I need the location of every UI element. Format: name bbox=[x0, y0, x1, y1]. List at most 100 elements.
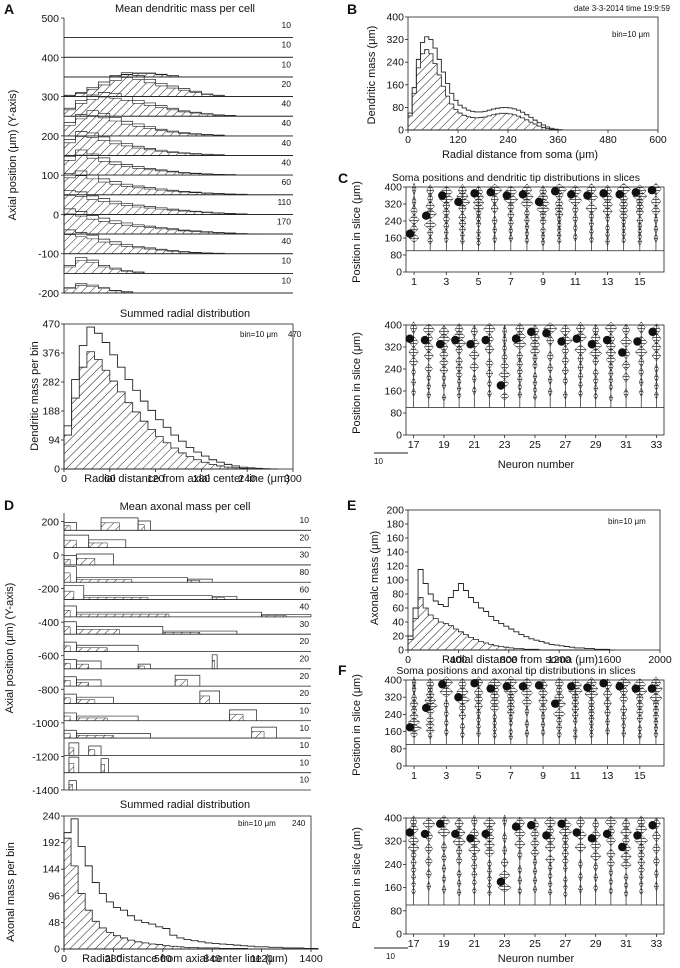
tip-distribution-marker bbox=[508, 718, 514, 728]
tip-distribution-marker bbox=[469, 361, 480, 373]
row-outline bbox=[64, 72, 293, 78]
tip-distribution-marker bbox=[620, 859, 632, 870]
y-tick-label: 300 bbox=[41, 92, 59, 104]
row-hatched-fill bbox=[137, 665, 145, 670]
soma-marker bbox=[405, 723, 415, 732]
tip-distribution-marker bbox=[636, 713, 643, 724]
soma-marker bbox=[438, 680, 447, 689]
soma-marker bbox=[421, 211, 431, 220]
tip-distribution-marker bbox=[593, 391, 598, 401]
tip-distribution-marker bbox=[484, 839, 495, 851]
row-scale-label: 80 bbox=[300, 567, 310, 577]
x-tick-label: 600 bbox=[649, 134, 667, 146]
tip-distribution-marker bbox=[508, 225, 514, 236]
tip-distribution-marker bbox=[487, 388, 492, 399]
tip-distribution-marker bbox=[530, 837, 540, 850]
tip-distribution-marker bbox=[562, 375, 569, 386]
row-scale-label: 40 bbox=[282, 236, 292, 246]
y-tick-label: 188 bbox=[42, 406, 60, 418]
tip-distribution-marker bbox=[589, 234, 594, 245]
y-tick-label: 20 bbox=[392, 631, 404, 643]
tip-distribution-marker bbox=[492, 718, 497, 728]
tip-distribution-marker bbox=[653, 223, 659, 235]
tip-distribution-marker bbox=[524, 705, 530, 718]
tip-distribution-marker bbox=[540, 719, 546, 730]
soma-marker bbox=[587, 340, 597, 349]
tip-distribution-marker bbox=[578, 858, 583, 870]
row-hatched-fill bbox=[76, 735, 114, 739]
y-tick-label: 0 bbox=[54, 464, 60, 476]
tip-distribution-marker bbox=[517, 849, 523, 861]
soma-marker bbox=[550, 699, 560, 708]
tip-distribution-marker bbox=[578, 883, 583, 895]
tip-distribution-marker bbox=[623, 880, 629, 890]
tip-distribution-marker bbox=[475, 219, 482, 229]
tip-distribution-marker bbox=[476, 721, 481, 732]
row-hatched-fill bbox=[76, 579, 133, 583]
tip-distribution-marker bbox=[652, 855, 660, 867]
tip-distribution-marker bbox=[524, 214, 530, 226]
tip-distribution-marker bbox=[540, 711, 546, 723]
soma-marker bbox=[527, 821, 536, 830]
tip-distribution-marker bbox=[476, 239, 481, 247]
tip-distribution-marker bbox=[492, 731, 497, 740]
soma-marker bbox=[587, 834, 597, 843]
soma-marker bbox=[511, 822, 521, 831]
tip-distribution-marker bbox=[623, 889, 629, 898]
soma-marker bbox=[454, 693, 463, 702]
x-tick-label: 3 bbox=[443, 770, 449, 782]
tip-distribution-marker bbox=[516, 358, 524, 370]
tip-distribution-marker bbox=[458, 710, 467, 721]
soma-marker bbox=[454, 197, 463, 207]
x-tick-label: 0 bbox=[405, 134, 411, 146]
tip-distribution-marker bbox=[545, 854, 555, 865]
tip-distribution-marker bbox=[547, 879, 553, 889]
y-tick-label: 80 bbox=[390, 905, 402, 917]
tip-distribution-marker bbox=[437, 826, 451, 839]
y-tick-label: 160 bbox=[384, 233, 402, 245]
tip-distribution-marker bbox=[575, 321, 586, 335]
tip-distribution-marker bbox=[603, 687, 613, 701]
row-scale-label: 30 bbox=[300, 619, 310, 629]
row-scale-label: 40 bbox=[282, 158, 292, 168]
tip-distribution-marker bbox=[441, 862, 447, 874]
tip-distribution-marker bbox=[490, 193, 499, 206]
x-tick-label: 15 bbox=[634, 770, 646, 782]
tip-distribution-marker bbox=[472, 385, 477, 396]
chart-title: Soma positions and axonal tip distributi… bbox=[396, 665, 635, 677]
tip-distribution-marker bbox=[654, 868, 659, 880]
soma-marker bbox=[466, 834, 475, 843]
tip-distribution-marker bbox=[454, 817, 464, 830]
row-outline bbox=[211, 654, 218, 669]
tip-distribution-marker bbox=[638, 872, 644, 882]
x-axis-label: Radial distance from soma (μm) bbox=[442, 654, 598, 666]
tip-distribution-marker bbox=[572, 203, 579, 216]
soma-marker bbox=[466, 340, 475, 349]
tip-distribution-marker bbox=[517, 886, 523, 896]
tip-distribution-marker bbox=[649, 692, 663, 704]
y-tick-label: 240 bbox=[384, 364, 402, 376]
tip-distribution-marker bbox=[516, 350, 524, 362]
series-hatched bbox=[407, 49, 563, 131]
tip-distribution-marker bbox=[471, 852, 478, 864]
tip-distribution-marker bbox=[592, 355, 599, 367]
tip-distribution-marker bbox=[441, 851, 447, 864]
tip-distribution-marker bbox=[620, 851, 632, 862]
y-tick-label: -1200 bbox=[32, 751, 59, 763]
tip-distribution-marker bbox=[484, 343, 495, 356]
tip-distribution-marker bbox=[455, 355, 463, 367]
tip-distribution-marker bbox=[559, 324, 571, 337]
tip-distribution-marker bbox=[524, 727, 530, 739]
soma-marker bbox=[572, 334, 581, 343]
x-tick-label: 560 bbox=[154, 953, 172, 965]
tip-distribution-marker bbox=[530, 828, 540, 841]
x-tick-label: 7 bbox=[508, 276, 514, 288]
tip-distribution-marker bbox=[444, 234, 449, 244]
tip-distribution-marker bbox=[621, 359, 631, 371]
row-hatched-fill bbox=[63, 697, 71, 704]
tip-distribution-marker bbox=[517, 374, 523, 384]
row-hatched-fill bbox=[88, 542, 108, 548]
tip-distribution-marker bbox=[507, 217, 514, 229]
tip-distribution-marker bbox=[408, 356, 419, 368]
tip-distribution-marker bbox=[540, 727, 546, 738]
